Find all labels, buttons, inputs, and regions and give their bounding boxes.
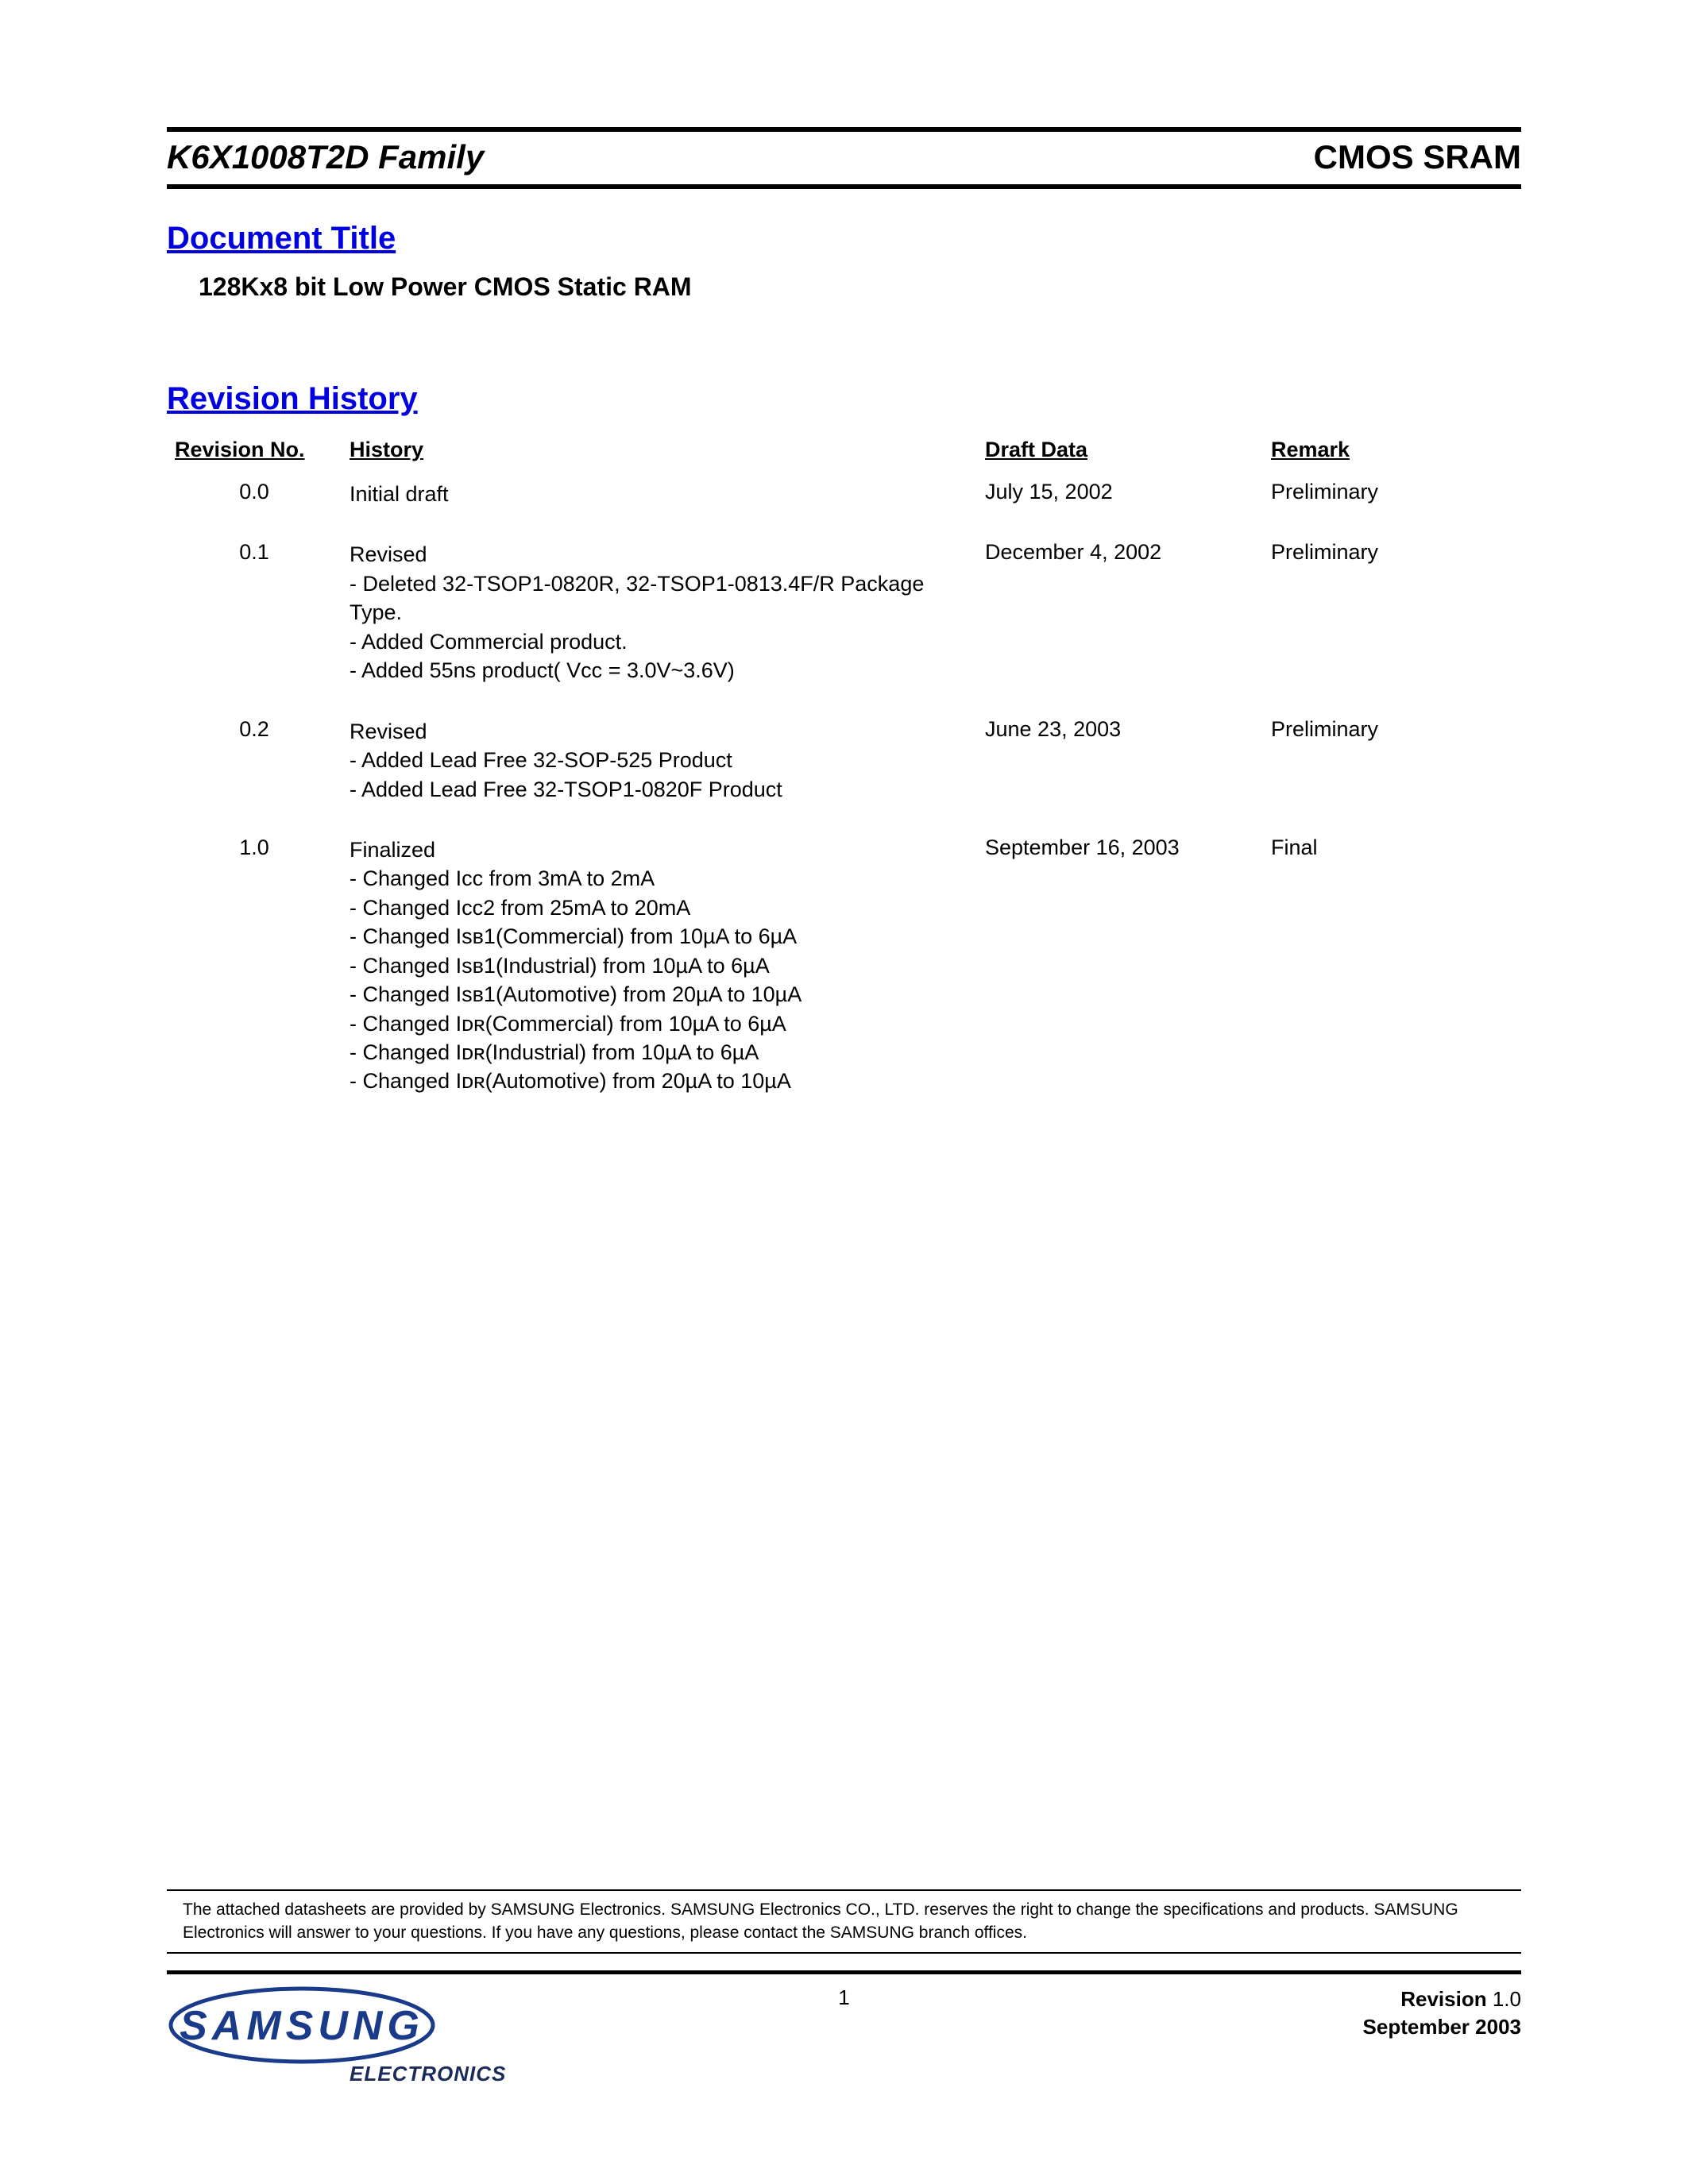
disclaimer-text: The attached datasheets are provided by … bbox=[167, 1889, 1521, 1954]
col-header-date: Draft Data bbox=[977, 433, 1263, 472]
page-number: 1 bbox=[838, 1985, 849, 2010]
table-row: 0.1Revised- Deleted 32-TSOP1-0820R, 32-T… bbox=[167, 532, 1521, 708]
cell-revno: 0.2 bbox=[167, 709, 342, 828]
col-header-remark: Remark bbox=[1263, 433, 1521, 472]
cell-revno: 1.0 bbox=[167, 828, 342, 1120]
footer-revision-label: Revision bbox=[1400, 1987, 1486, 2011]
cell-date: June 23, 2003 bbox=[977, 709, 1263, 828]
table-header-row: Revision No. History Draft Data Remark bbox=[167, 433, 1521, 472]
document-subtitle: 128Kx8 bit Low Power CMOS Static RAM bbox=[199, 272, 1521, 302]
samsung-logo-subtext: ELECTRONICS bbox=[350, 2062, 506, 2086]
cell-revno: 0.1 bbox=[167, 532, 342, 708]
header-bar: K6X1008T2D Family CMOS SRAM bbox=[167, 127, 1521, 189]
cell-history: Finalized- Changed Iᴄᴄ from 3mA to 2mA- … bbox=[342, 828, 977, 1120]
col-header-history: History bbox=[342, 433, 977, 472]
table-row: 0.2Revised- Added Lead Free 32-SOP-525 P… bbox=[167, 709, 1521, 828]
table-row: 1.0Finalized- Changed Iᴄᴄ from 3mA to 2m… bbox=[167, 828, 1521, 1120]
cell-date: July 15, 2002 bbox=[977, 472, 1263, 532]
datasheet-page: K6X1008T2D Family CMOS SRAM Document Tit… bbox=[0, 0, 1688, 2184]
cell-remark: Preliminary bbox=[1263, 709, 1521, 828]
revision-history-heading: Revision History bbox=[167, 381, 1521, 417]
header-right-title: CMOS SRAM bbox=[1314, 138, 1521, 176]
cell-revno: 0.0 bbox=[167, 472, 342, 532]
samsung-logo: SAMSUNG ELECTRONICS bbox=[167, 1985, 506, 2086]
cell-history: Revised- Deleted 32-TSOP1-0820R, 32-TSOP… bbox=[342, 532, 977, 708]
cell-history: Initial draft bbox=[342, 472, 977, 532]
footer-revision-value: 1.0 bbox=[1493, 1987, 1521, 2011]
footer-date: September 2003 bbox=[1363, 2013, 1521, 2041]
table-row: 0.0Initial draftJuly 15, 2002Preliminary bbox=[167, 472, 1521, 532]
header-left-title: K6X1008T2D Family bbox=[167, 138, 484, 176]
revision-history-table: Revision No. History Draft Data Remark 0… bbox=[167, 433, 1521, 1120]
svg-text:SAMSUNG: SAMSUNG bbox=[180, 2003, 424, 2049]
col-header-revno: Revision No. bbox=[167, 433, 342, 472]
document-title-heading: Document Title bbox=[167, 221, 1521, 257]
cell-remark: Final bbox=[1263, 828, 1521, 1120]
cell-date: December 4, 2002 bbox=[977, 532, 1263, 708]
cell-history: Revised- Added Lead Free 32-SOP-525 Prod… bbox=[342, 709, 977, 828]
cell-date: September 16, 2003 bbox=[977, 828, 1263, 1120]
samsung-logo-oval: SAMSUNG bbox=[167, 1985, 437, 2065]
footer-revision-block: Revision 1.0 September 2003 bbox=[1363, 1985, 1521, 2041]
page-footer: SAMSUNG ELECTRONICS 1 Revision 1.0 Septe… bbox=[167, 1970, 1521, 2097]
cell-remark: Preliminary bbox=[1263, 532, 1521, 708]
cell-remark: Preliminary bbox=[1263, 472, 1521, 532]
